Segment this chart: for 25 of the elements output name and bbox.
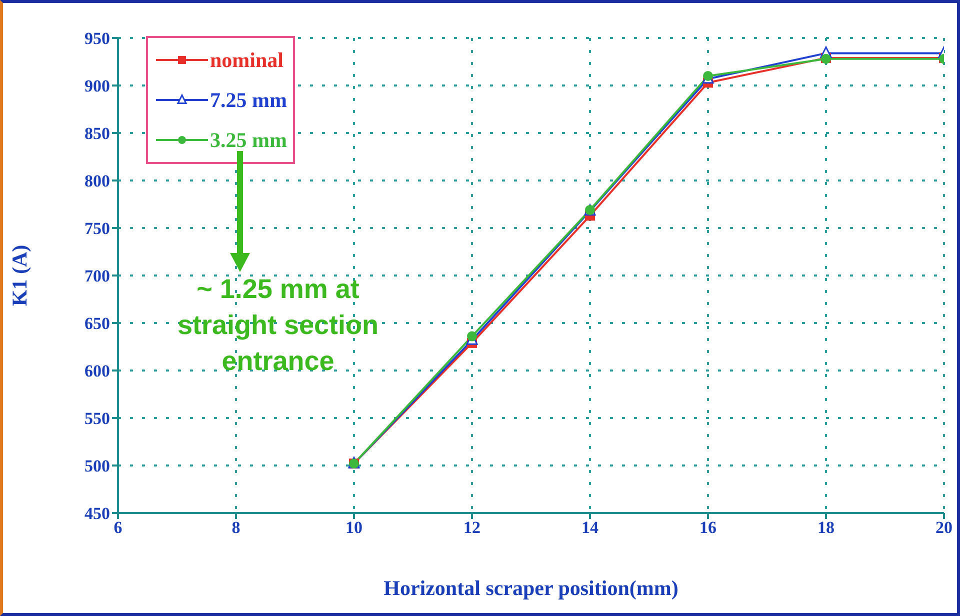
y-tick-label: 500 — [84, 456, 110, 476]
y-tick-label: 600 — [84, 362, 110, 381]
legend-label: 3.25 mm — [210, 128, 287, 152]
y-tick-label: 850 — [84, 124, 110, 144]
x-tick-label: 18 — [818, 518, 834, 538]
y-tick-label: 450 — [84, 504, 110, 524]
legend-label: 7.25 mm — [210, 88, 287, 112]
y-tick-label: 750 — [84, 219, 110, 238]
x-tick-label: 14 — [582, 518, 599, 538]
y-tick-label: 950 — [84, 29, 110, 48]
y-tick-label: 900 — [84, 76, 110, 96]
x-tick-label: 10 — [346, 518, 362, 538]
x-tick-label: 20 — [936, 518, 952, 538]
y-tick-label: 700 — [84, 266, 110, 286]
x-tick-label: 12 — [464, 518, 480, 538]
annotation: ~ 1.25 mm at straight section entrance — [176, 273, 380, 378]
x-tick-label: 6 — [114, 518, 122, 538]
y-axis-title: K1 (A) — [7, 244, 32, 306]
x-axis-title: Horizontal scraper position(mm) — [384, 576, 678, 600]
x-tick-label: 8 — [232, 518, 240, 538]
y-tick-label: 800 — [84, 172, 110, 191]
y-tick-label: 550 — [84, 409, 110, 428]
legend-label: nominal — [210, 48, 284, 72]
x-tick-label: 16 — [700, 518, 716, 538]
y-tick-label: 650 — [84, 314, 110, 334]
